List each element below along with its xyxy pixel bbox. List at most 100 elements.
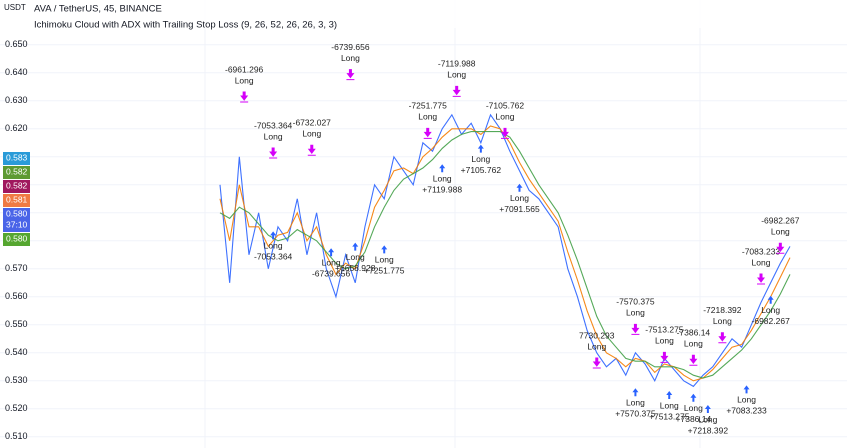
y-tick-label: 0.530 bbox=[5, 375, 28, 385]
trade-label: -6732.027 bbox=[293, 117, 332, 127]
grid bbox=[0, 44, 847, 438]
price-line bbox=[219, 125, 791, 382]
price-badge bbox=[3, 208, 30, 232]
trade-label: Long bbox=[302, 128, 321, 138]
trade-arrow bbox=[689, 354, 698, 366]
trade-label: +7119.988 bbox=[422, 184, 462, 194]
y-tick-label: 0.560 bbox=[5, 291, 28, 301]
trade-label: Long bbox=[761, 305, 780, 315]
trade-label: -7218.392 bbox=[703, 305, 742, 315]
trade-label: -6982.267 bbox=[752, 316, 791, 326]
trade-label: Long bbox=[375, 255, 394, 265]
price-badge bbox=[3, 180, 30, 193]
trade-label: Long bbox=[496, 112, 515, 122]
trade-label: -7386.14 bbox=[677, 327, 711, 337]
trade-arrow bbox=[381, 245, 388, 254]
price-badge-label: 0.582 bbox=[6, 166, 28, 176]
y-tick-label: 0.630 bbox=[5, 95, 28, 105]
trade-label: Long bbox=[698, 414, 717, 424]
trade-label: Long bbox=[264, 131, 283, 141]
trade-label: -7119.988 bbox=[438, 59, 476, 69]
trade-label: +7218.392 bbox=[688, 425, 729, 435]
price-badge-label: 0.582 bbox=[6, 180, 28, 190]
trade-arrow bbox=[307, 144, 316, 156]
trade-arrow bbox=[767, 295, 774, 304]
trade-label: Long bbox=[771, 226, 790, 236]
trade-label: +7570.375 bbox=[615, 408, 656, 418]
trade-arrow bbox=[743, 385, 750, 394]
trade-label: -7513.275 bbox=[645, 325, 684, 335]
trade-arrow bbox=[346, 69, 355, 81]
trade-arrow bbox=[423, 127, 432, 139]
trade-arrow bbox=[240, 91, 249, 103]
trade-label: -7105.762 bbox=[486, 101, 525, 111]
trade-label: Long bbox=[447, 70, 466, 80]
trade-arrow bbox=[690, 393, 697, 402]
chart-title: AVA / TetherUS, 45, BINANCE bbox=[34, 4, 162, 15]
trade-label: -6739.656 bbox=[331, 42, 370, 52]
countdown: 37:10 bbox=[6, 219, 28, 229]
price-badge bbox=[3, 233, 30, 246]
price-badge bbox=[3, 152, 30, 165]
trade-arrow bbox=[270, 231, 277, 240]
trade-label: Long bbox=[655, 336, 674, 346]
y-tick-label: 0.510 bbox=[5, 431, 28, 441]
trade-arrow bbox=[718, 332, 727, 344]
trade-label: Long bbox=[713, 316, 732, 326]
trade-arrow bbox=[631, 323, 640, 335]
trade-arrow bbox=[328, 248, 335, 257]
trade-label: -6961.296 bbox=[225, 64, 264, 74]
header-bg bbox=[0, 0, 847, 28]
trade-arrow bbox=[592, 357, 601, 369]
trade-label: Long bbox=[626, 308, 645, 318]
trade-label: -7083.233 bbox=[742, 246, 781, 256]
trade-arrow bbox=[704, 405, 711, 413]
y-tick-label: 0.650 bbox=[5, 39, 28, 49]
y-tick-label: 0.570 bbox=[5, 263, 28, 273]
trade-label: Long bbox=[684, 338, 703, 348]
y-tick-label: 0.620 bbox=[5, 123, 28, 133]
price-line bbox=[219, 131, 791, 379]
currency: USDT bbox=[4, 3, 26, 12]
trade-arrow bbox=[632, 388, 639, 397]
trade-label: Long bbox=[433, 173, 452, 183]
trade-label: -7053.364 bbox=[254, 252, 293, 262]
trade-arrow bbox=[516, 183, 523, 192]
trade-label: Long bbox=[737, 395, 756, 405]
y-tick-label: 0.540 bbox=[5, 347, 28, 357]
price-badge bbox=[3, 166, 30, 179]
trade-arrow bbox=[352, 242, 359, 251]
trade-label: +7251.775 bbox=[364, 266, 405, 276]
trade-label: -6739.656 bbox=[312, 268, 351, 278]
trade-label: Long bbox=[322, 257, 341, 267]
trade-arrow bbox=[501, 127, 509, 139]
trade-label: Long bbox=[235, 75, 254, 85]
trade-label: +6658.928 bbox=[335, 263, 376, 273]
trade-label: +7513.275 bbox=[649, 411, 690, 421]
trade-label: Long bbox=[264, 241, 283, 251]
trade-label: +7091.565 bbox=[499, 204, 540, 214]
price-badge bbox=[3, 194, 30, 207]
trade-arrow bbox=[666, 391, 673, 399]
trade-arrow bbox=[452, 85, 461, 97]
trade-label: +7105.762 bbox=[461, 165, 502, 175]
trade-label: 7730.293 bbox=[579, 330, 615, 340]
trade-arrow bbox=[439, 164, 446, 173]
trade-label: Long bbox=[471, 154, 490, 164]
price-badge-label: 0.580 bbox=[6, 233, 28, 243]
trade-label: -7570.375 bbox=[616, 297, 655, 307]
trade-arrow bbox=[269, 147, 278, 159]
trade-label: -7251.775 bbox=[409, 101, 448, 111]
chart-subtitle: Ichimoku Cloud with ADX with Trailing St… bbox=[34, 20, 337, 31]
trade-label: Long bbox=[752, 257, 771, 267]
y-tick-label: 0.640 bbox=[5, 67, 28, 77]
trade-label: +7083.233 bbox=[726, 406, 767, 416]
y-axis: 0.6500.6400.6300.6200.6100.6000.5900.580… bbox=[3, 39, 30, 441]
annotations: -6961.296Long-6739.656Long-7053.364Long-… bbox=[225, 42, 800, 435]
y-tick-label: 0.550 bbox=[5, 319, 28, 329]
y-tick-label: 0.520 bbox=[5, 403, 28, 413]
trade-label: Long bbox=[660, 400, 679, 410]
trade-arrow bbox=[477, 144, 484, 153]
trade-label: Long bbox=[341, 53, 360, 63]
